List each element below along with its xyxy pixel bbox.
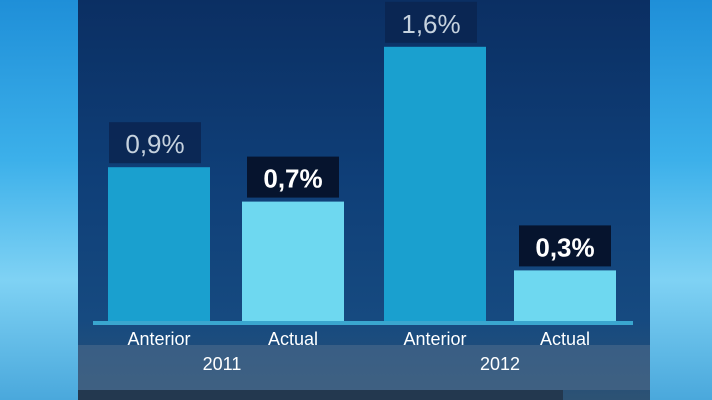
value-label-box-3: [519, 225, 611, 267]
value-label-2: 1,6%: [401, 9, 460, 39]
bar-1: [242, 201, 344, 322]
value-label-box-1: [247, 156, 339, 198]
value-label-3: 0,3%: [535, 232, 594, 262]
value-label-1: 0,7%: [263, 164, 322, 194]
x-axis-line: [93, 321, 633, 325]
value-label-0: 0,9%: [125, 129, 184, 159]
value-label-box-2: [385, 1, 477, 43]
category-label-0: Anterior: [127, 329, 190, 349]
category-label-1: Actual: [268, 329, 318, 349]
value-label-box-0: [109, 122, 201, 164]
bottom-strip: [78, 390, 563, 400]
bar-3: [514, 270, 616, 322]
category-label-3: Actual: [540, 329, 590, 349]
group-label-0: 2011: [203, 354, 242, 374]
bar-0: [108, 167, 210, 322]
group-label-1: 2012: [480, 354, 520, 374]
bar-2: [384, 46, 486, 323]
label-band: [78, 345, 650, 390]
category-label-2: Anterior: [403, 329, 466, 349]
